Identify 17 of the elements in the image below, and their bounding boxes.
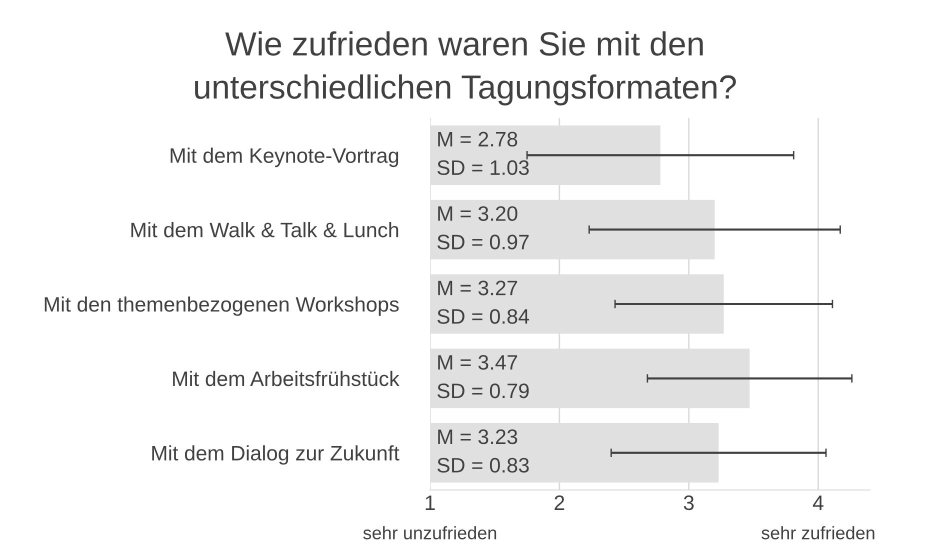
- y-tick-label: Mit dem Dialog zur Zukunft: [152, 445, 400, 465]
- y-tick-label: Mit dem Arbeitsfrühstück: [173, 370, 400, 386]
- x-tick-label: 1: [426, 496, 435, 510]
- x-tick-label: 2: [554, 495, 564, 510]
- data-label: M = 3.23 SD = 0.83: [437, 429, 529, 473]
- data-label: M = 3.27 SD = 0.84: [437, 280, 530, 324]
- text: sehr zufrieden: [762, 526, 874, 540]
- y-tick-label: Mit den themenbezogenen Workshops: [44, 296, 399, 316]
- x-tick-label: 4: [812, 496, 824, 510]
- x-tick-label: 3: [684, 495, 694, 510]
- y-tick-label: Mit dem Walk & Talk & Lunch: [131, 222, 398, 238]
- text: sehr unzufrieden: [363, 526, 496, 540]
- y-tick-label: Mit dem Keynote-Vortrag: [170, 148, 398, 168]
- data-label: M = 3.20 SD = 0.97: [437, 206, 529, 250]
- data-label: M = 3.47 SD = 0.79: [437, 355, 529, 398]
- data-label: M = 2.78 SD = 1.03: [437, 132, 529, 176]
- chart-title: Wie zufrieden waren Sie mit den unterschiedlichen Tagungsformaten?: [195, 31, 736, 106]
